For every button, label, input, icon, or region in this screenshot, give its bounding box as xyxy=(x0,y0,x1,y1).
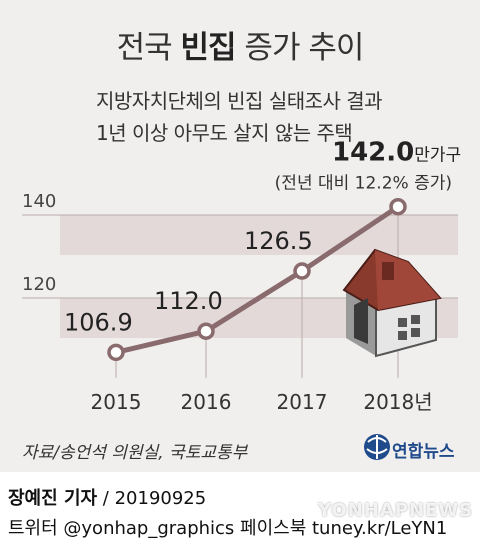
data-label: 142.0만가구 xyxy=(332,138,461,168)
data-point xyxy=(197,322,215,340)
x-tick-label: 2017 xyxy=(277,390,328,414)
data-point xyxy=(293,262,311,280)
subtitle-1: 지방자치단체의 빈집 실태조사 결과 xyxy=(96,89,383,113)
reporter-name: 장예진 기자 xyxy=(8,488,98,509)
source-note: 자료/송언석 의원실, 국토교통부 xyxy=(22,443,248,463)
annotation: (전년 대비 12.2% 증가) xyxy=(275,174,452,194)
title-rest: 증가 추이 xyxy=(235,30,364,66)
x-tick-label: 2015 xyxy=(91,390,142,414)
data-point xyxy=(389,197,407,216)
title-plain: 전국 xyxy=(116,30,181,66)
y-tick-label: 120 xyxy=(22,274,56,295)
title-bold: 빈집 xyxy=(180,30,237,66)
y-tick-label: 140 xyxy=(22,191,56,212)
subtitle-2: 1년 이상 아무도 살지 않는 주택 xyxy=(96,121,353,145)
reporter-credit: 장예진 기자 / 20190925 xyxy=(8,484,206,510)
data-label-unit: 만가구 xyxy=(414,146,461,166)
yonhap-globe-icon xyxy=(364,434,390,460)
chart-title: 전국 빈집 증가 추이 xyxy=(0,22,480,67)
logo-text: 연합뉴스 xyxy=(392,442,455,462)
x-tick-label: 2018년 xyxy=(363,390,432,414)
publish-date: / 20190925 xyxy=(97,488,207,509)
series-line xyxy=(115,204,400,355)
data-label: 126.5 xyxy=(244,227,313,255)
house-icon xyxy=(342,248,442,358)
grid-band xyxy=(60,215,458,255)
data-label: 112.0 xyxy=(154,287,223,315)
watermark: YONHAPNEWS xyxy=(318,500,474,521)
x-tick-label: 2016 xyxy=(181,390,232,414)
line-chart: 120 140 106.9 112.0 126.5 142.0만가구 (전년 대비 12.2… xyxy=(22,138,461,414)
data-point xyxy=(107,343,125,362)
data-label: 106.9 xyxy=(64,308,133,336)
social-credit: 트위터 @yonhap_graphics 페이스북 tuney.kr/LeYN1 xyxy=(8,518,448,539)
